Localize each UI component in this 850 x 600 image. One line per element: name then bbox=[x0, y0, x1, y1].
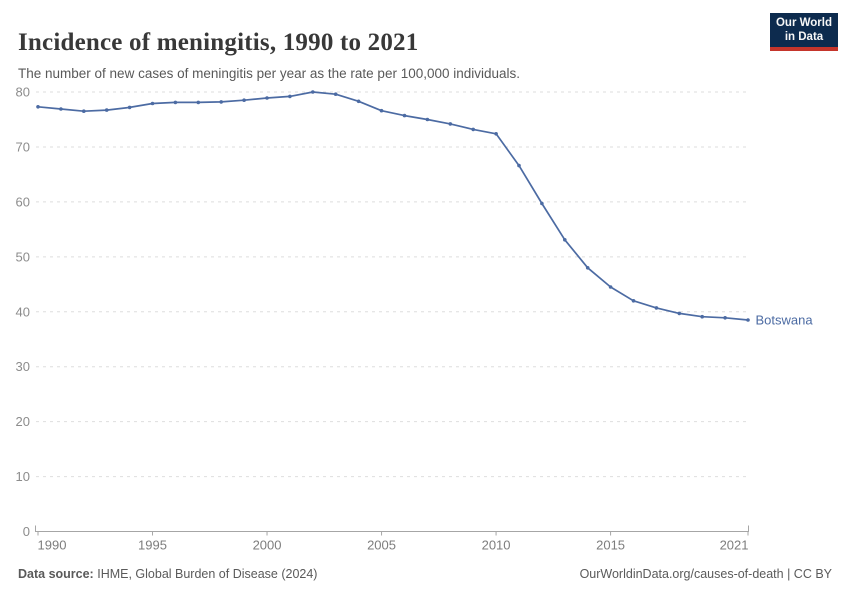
data-point[interactable] bbox=[356, 99, 361, 104]
line-series-botswana[interactable]: Botswana bbox=[36, 90, 813, 327]
entity-label[interactable]: Botswana bbox=[756, 312, 814, 327]
data-point[interactable] bbox=[677, 311, 682, 316]
data-point[interactable] bbox=[379, 108, 384, 113]
data-point[interactable] bbox=[333, 92, 338, 96]
data-point[interactable] bbox=[104, 108, 109, 112]
data-point[interactable] bbox=[425, 117, 430, 122]
data-source-note: Data source: IHME, Global Burden of Dise… bbox=[18, 567, 317, 581]
svg-text:1995: 1995 bbox=[138, 538, 167, 553]
data-point[interactable] bbox=[36, 105, 40, 109]
owid-logo-box: Our World in Data bbox=[770, 13, 838, 47]
svg-text:1990: 1990 bbox=[38, 538, 67, 553]
owid-logo-line2: in Data bbox=[784, 31, 824, 43]
owid-logo-line1: Our World bbox=[775, 17, 832, 29]
data-point[interactable] bbox=[196, 100, 201, 105]
data-point[interactable] bbox=[494, 132, 498, 136]
data-point[interactable] bbox=[540, 201, 544, 206]
data-point[interactable] bbox=[723, 316, 727, 320]
svg-text:0: 0 bbox=[23, 524, 30, 539]
data-point[interactable] bbox=[471, 127, 476, 132]
data-point[interactable] bbox=[242, 98, 246, 102]
svg-text:20: 20 bbox=[16, 414, 30, 429]
data-point[interactable] bbox=[563, 238, 567, 242]
data-point[interactable] bbox=[517, 163, 521, 168]
y-axis-labels: 0 10 20 30 40 50 60 70 80 bbox=[16, 85, 30, 540]
data-point[interactable] bbox=[219, 100, 223, 104]
data-point[interactable] bbox=[59, 107, 63, 111]
owid-credit-link[interactable]: OurWorldinData.org/causes-of-death | CC … bbox=[579, 567, 832, 581]
data-point[interactable] bbox=[700, 314, 704, 319]
data-point[interactable] bbox=[82, 109, 86, 113]
owid-logo-accent-strip bbox=[770, 47, 838, 51]
data-point[interactable] bbox=[173, 100, 178, 105]
series-line[interactable] bbox=[37, 91, 749, 321]
data-point[interactable] bbox=[654, 306, 659, 310]
svg-text:10: 10 bbox=[16, 469, 30, 484]
svg-text:50: 50 bbox=[16, 249, 30, 264]
data-point[interactable] bbox=[265, 96, 269, 100]
chart-subtitle: The number of new cases of meningitis pe… bbox=[18, 65, 521, 81]
data-point[interactable] bbox=[448, 122, 453, 126]
svg-text:80: 80 bbox=[16, 85, 30, 100]
data-source-value: IHME, Global Burden of Disease (2024) bbox=[97, 567, 318, 581]
page-title: Incidence of meningitis, 1990 to 2021 bbox=[18, 28, 419, 56]
svg-text:2000: 2000 bbox=[253, 538, 282, 553]
svg-text:2005: 2005 bbox=[367, 538, 396, 553]
data-source-label: Data source: bbox=[18, 567, 94, 581]
data-point[interactable] bbox=[746, 318, 750, 322]
data-point[interactable] bbox=[402, 113, 407, 118]
svg-text:60: 60 bbox=[16, 194, 30, 209]
svg-text:40: 40 bbox=[16, 304, 30, 319]
data-point[interactable] bbox=[150, 101, 155, 106]
data-point[interactable] bbox=[127, 105, 132, 110]
chart-canvas: 0 10 20 30 40 50 60 70 80 1990 1995 2000 2005 2010 201… bbox=[16, 85, 814, 553]
svg-text:70: 70 bbox=[16, 139, 30, 154]
svg-text:2015: 2015 bbox=[596, 538, 625, 553]
data-point[interactable] bbox=[631, 299, 636, 303]
chart-footer: Data source: IHME, Global Burden of Dise… bbox=[18, 567, 832, 581]
data-point[interactable] bbox=[311, 90, 315, 94]
data-point[interactable] bbox=[608, 285, 613, 289]
x-axis-labels: 1990 1995 2000 2005 2010 2015 2021 bbox=[38, 538, 749, 553]
data-point[interactable] bbox=[288, 94, 292, 99]
svg-text:30: 30 bbox=[16, 359, 30, 374]
svg-text:2021: 2021 bbox=[720, 538, 749, 553]
svg-text:2010: 2010 bbox=[482, 538, 511, 553]
x-axis bbox=[35, 525, 749, 536]
gridlines bbox=[36, 91, 747, 478]
data-point[interactable] bbox=[585, 266, 590, 270]
owid-logo[interactable]: Our World in Data bbox=[770, 13, 838, 51]
